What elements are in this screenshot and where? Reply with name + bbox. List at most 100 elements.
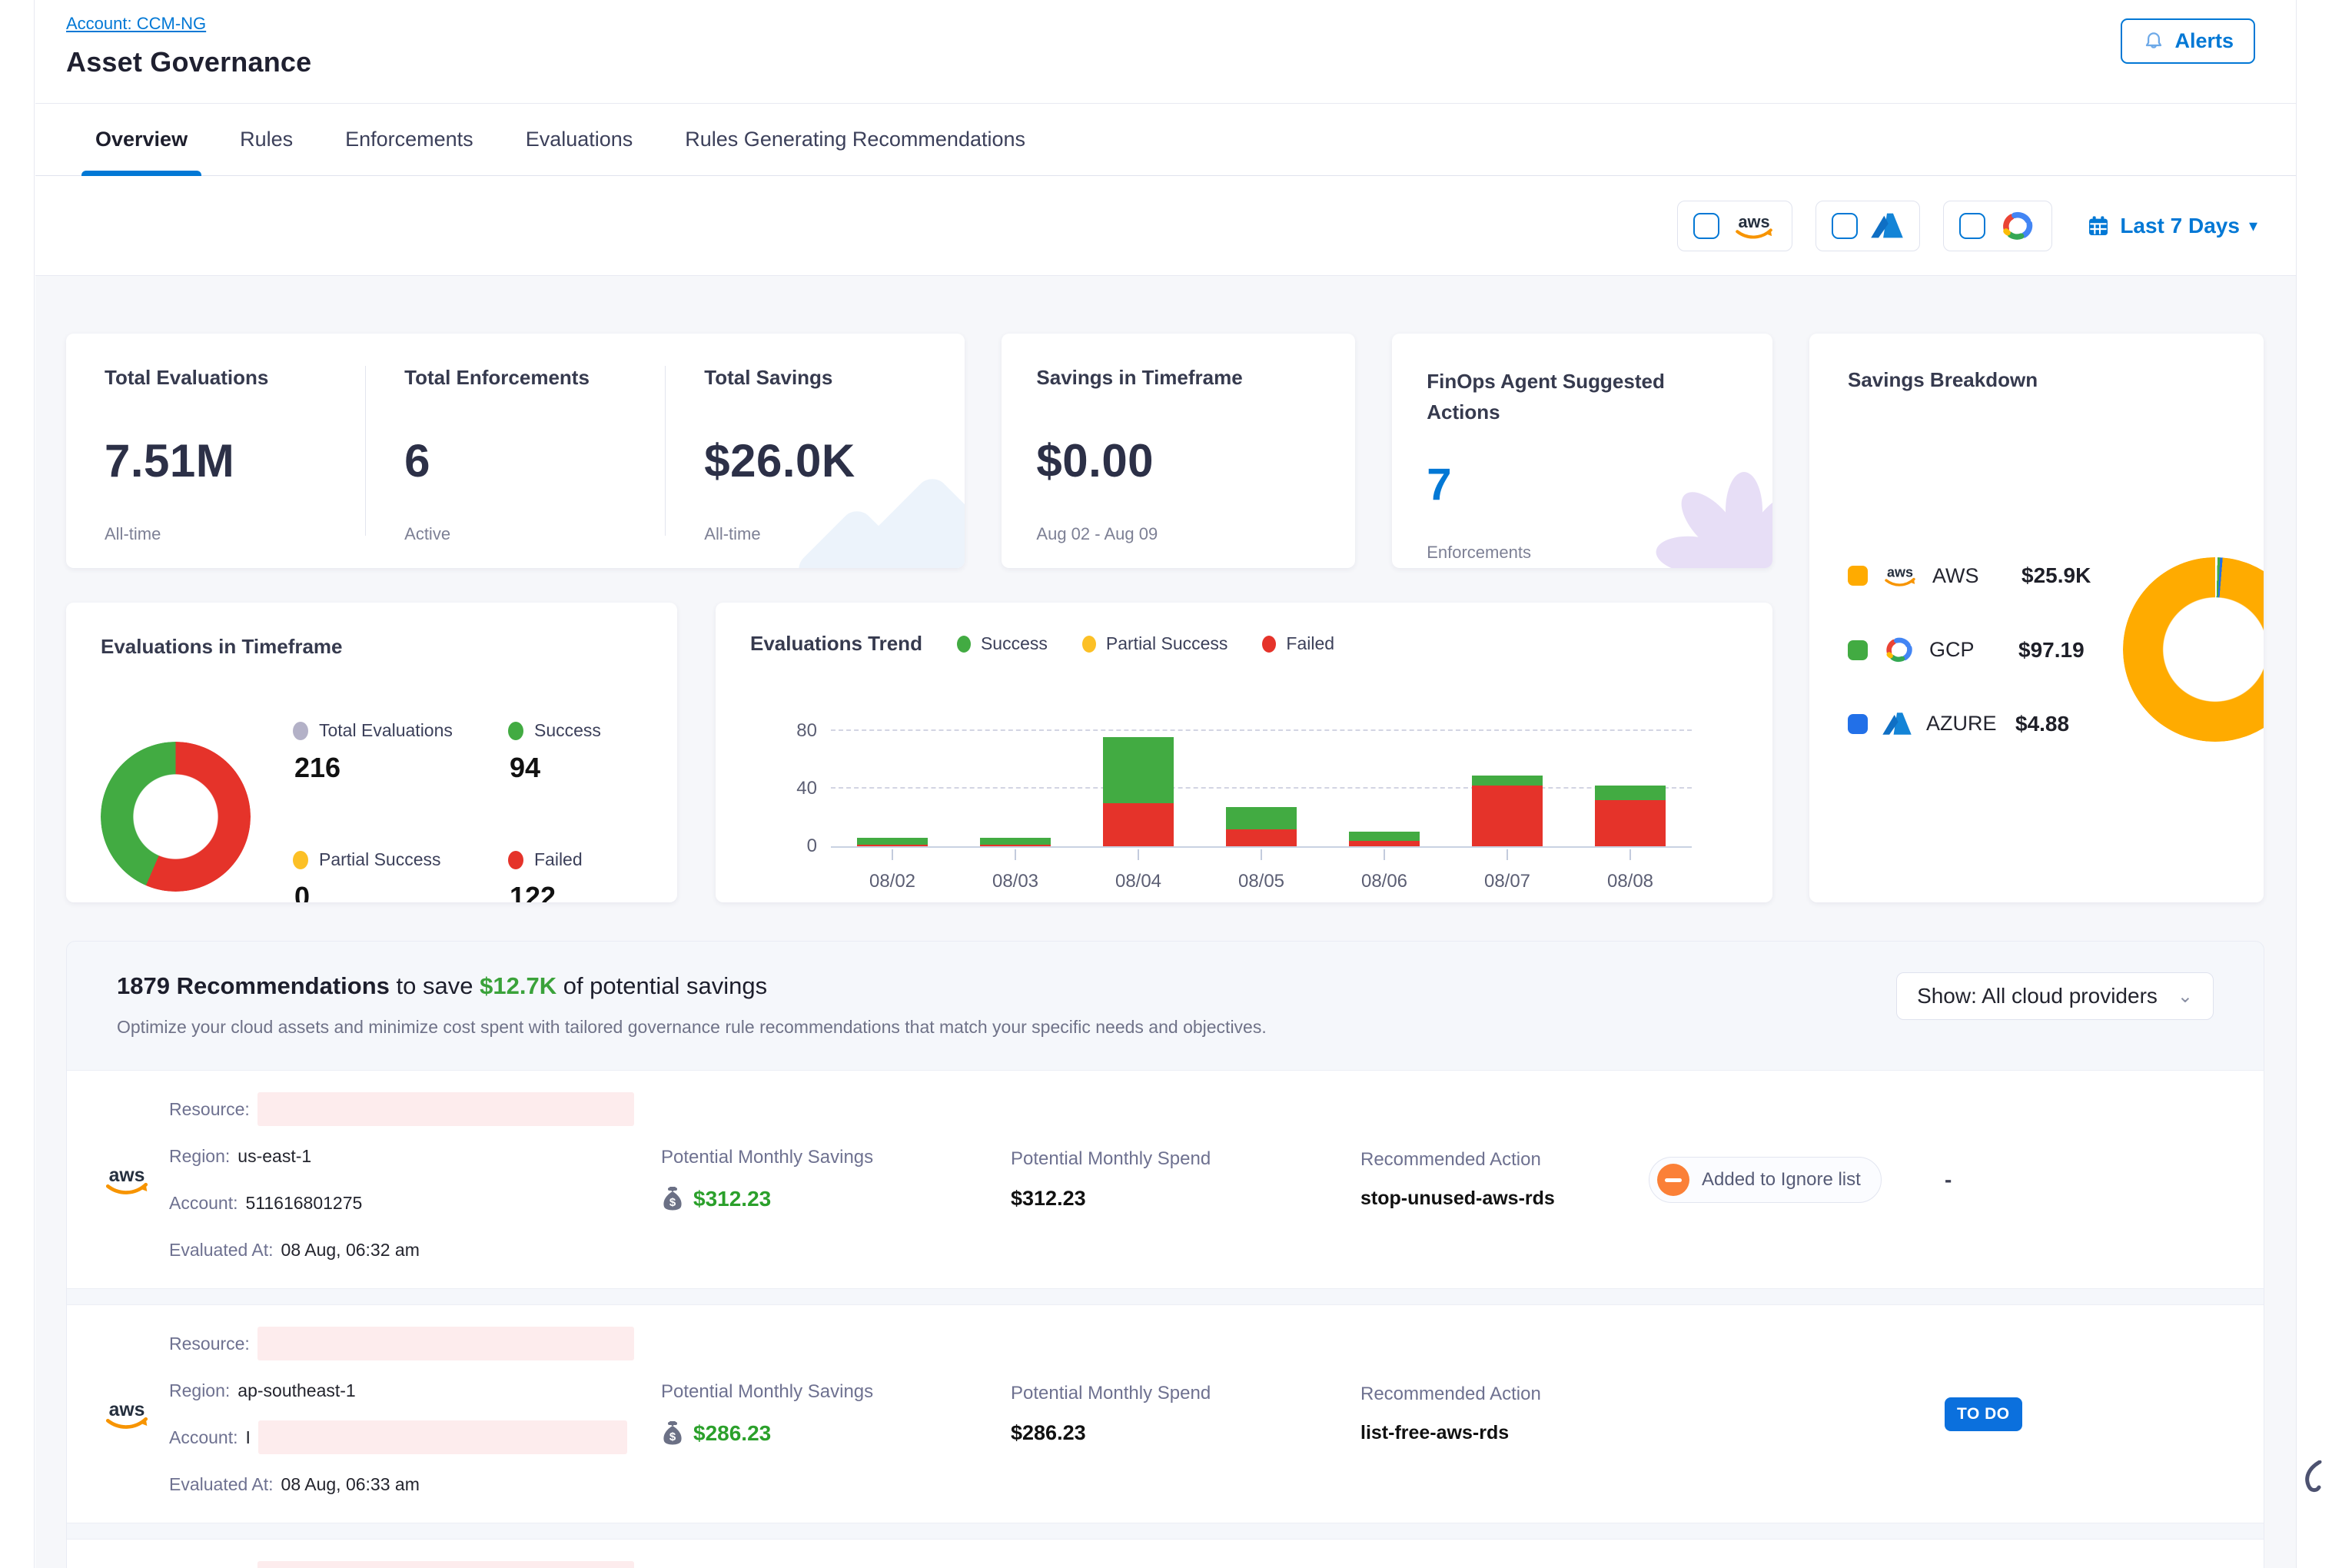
chevron-down-icon: ▾ xyxy=(2249,216,2257,236)
provider-filter-gcp[interactable] xyxy=(1943,201,2052,251)
right-gutter xyxy=(2296,0,2352,1568)
legend-partial-success: Partial Success 0 xyxy=(293,849,485,902)
decorative-petals xyxy=(1617,437,1772,568)
stat-caption: Active xyxy=(404,524,626,544)
potential-monthly-savings: Potential Monthly Savings $286.23 xyxy=(661,1381,1011,1447)
trend-bar-08/08 xyxy=(1595,786,1666,846)
aws-logo-icon xyxy=(101,1397,152,1432)
tab-evaluations[interactable]: Evaluations xyxy=(512,104,647,175)
totals-card: Total Evaluations 7.51M All-time Total E… xyxy=(66,334,965,568)
recommended-action: Recommended Action list-free-aws-rds xyxy=(1360,1384,1649,1444)
azure-logo-icon xyxy=(1870,211,1904,240)
gcp-logo-icon xyxy=(1882,636,1915,663)
tab-enforcements[interactable]: Enforcements xyxy=(331,104,487,175)
potential-monthly-spend: Potential Monthly Spend $286.23 xyxy=(1011,1383,1360,1445)
page-title: Asset Governance xyxy=(66,46,2265,78)
evaluations-trend-card: Evaluations Trend Success Partial Succes… xyxy=(716,603,1772,902)
azure-color-swatch xyxy=(1848,714,1868,734)
trend-chart: 04080 08/0208/0308/0408/0508/0608/0708/0… xyxy=(831,729,1692,902)
recommendations-subtitle: Optimize your cloud assets and minimize … xyxy=(117,1017,1267,1038)
redacted-account xyxy=(258,1420,627,1454)
trend-bar-08/05 xyxy=(1226,807,1297,846)
recommendation-row[interactable]: Resource: Region:ap-southeast-1 Account:… xyxy=(67,1539,2264,1568)
aws-logo-icon xyxy=(1732,211,1776,241)
money-bag-icon xyxy=(661,1420,684,1447)
stat-total-enforcements: Total Enforcements 6 Active xyxy=(366,366,666,536)
stat-value: 6 xyxy=(404,434,626,487)
date-range-label: Last 7 Days xyxy=(2120,214,2240,238)
added-to-ignore-list-badge[interactable]: Added to Ignore list xyxy=(1649,1157,1882,1203)
azure-checkbox[interactable] xyxy=(1832,213,1858,239)
savings-breakdown-card: Savings Breakdown AWS $25.9K xyxy=(1809,334,2264,902)
overview-content: Total Evaluations 7.51M All-time Total E… xyxy=(35,276,2296,1568)
stat-value: $26.0K xyxy=(704,434,926,487)
recommendations-title: 1879 Recommendations to save $12.7K of p… xyxy=(117,972,1267,1000)
date-range-selector[interactable]: Last 7 Days ▾ xyxy=(2086,214,2257,238)
evaluations-legend: Total Evaluations 216 Success 94 Partial… xyxy=(293,720,662,902)
recommended-action: Recommended Action stop-unused-aws-rds xyxy=(1360,1149,1649,1210)
potential-monthly-savings: Potential Monthly Savings $312.23 xyxy=(661,1147,1011,1213)
alerts-button-label: Alerts xyxy=(2174,29,2234,53)
recommendation-row[interactable]: Resource: Region:us-east-1 Account:51161… xyxy=(67,1070,2264,1289)
minus-circle-icon xyxy=(1657,1164,1689,1196)
gcp-logo-icon xyxy=(1998,211,2036,241)
redacted-resource xyxy=(257,1092,634,1126)
bell-icon xyxy=(2142,30,2165,53)
account-breadcrumb-link[interactable]: Account: CCM-NG xyxy=(66,14,206,33)
page-header: Account: CCM-NG Asset Governance Alerts xyxy=(35,0,2296,104)
trend-legend-failed: Failed xyxy=(1262,633,1334,654)
cloud-provider-filter-dropdown[interactable]: Show: All cloud providers ⌄ xyxy=(1896,972,2214,1020)
stat-total-evaluations: Total Evaluations 7.51M All-time xyxy=(66,366,366,536)
redacted-resource xyxy=(257,1327,634,1360)
recommendation-row[interactable]: Resource: Region:ap-southeast-1 Account:… xyxy=(67,1304,2264,1523)
trend-legend-partial: Partial Success xyxy=(1082,633,1228,654)
savings-donut-chart xyxy=(2123,557,2264,742)
legend-success: Success 94 xyxy=(508,720,662,784)
card-title: Savings Breakdown xyxy=(1848,368,2225,392)
evaluations-in-timeframe-card: Evaluations in Timeframe Total Evaluatio… xyxy=(66,603,677,902)
breakdown-azure: AZURE $4.88 xyxy=(1848,711,2091,736)
tab-rules-generating-recommendations[interactable]: Rules Generating Recommendations xyxy=(671,104,1039,175)
evaluations-donut-chart xyxy=(101,742,251,892)
legend-total-evaluations: Total Evaluations 216 xyxy=(293,720,485,784)
card-title: Evaluations Trend xyxy=(750,632,922,656)
breakdown-aws: AWS $25.9K xyxy=(1848,563,2091,589)
stat-title: Total Enforcements xyxy=(404,366,626,390)
stat-title: Total Savings xyxy=(704,366,926,390)
savings-breakdown-legend: AWS $25.9K GCP $97.19 xyxy=(1848,563,2091,736)
trend-bar-08/06 xyxy=(1349,832,1420,846)
gcp-checkbox[interactable] xyxy=(1959,213,1985,239)
savings-in-timeframe-card: Savings in Timeframe $0.00 Aug 02 - Aug … xyxy=(1002,334,1355,568)
aws-checkbox[interactable] xyxy=(1693,213,1719,239)
aws-logo-icon xyxy=(1882,563,1918,589)
aws-logo-icon xyxy=(101,1162,152,1198)
azure-logo-icon xyxy=(1882,711,1912,736)
tab-bar: Overview Rules Enforcements Evaluations … xyxy=(35,104,2296,176)
help-widget-icon[interactable] xyxy=(2303,1460,2323,1497)
stat-title: Total Evaluations xyxy=(105,366,327,390)
trend-bar-08/07 xyxy=(1472,776,1543,846)
money-bag-icon xyxy=(661,1185,684,1213)
tab-rules[interactable]: Rules xyxy=(226,104,307,175)
potential-monthly-spend: Potential Monthly Spend $312.23 xyxy=(1011,1148,1360,1211)
gcp-color-swatch xyxy=(1848,640,1868,660)
savings-timeframe-value: $0.00 xyxy=(1036,434,1321,487)
finops-suggested-actions-card: FinOps Agent Suggested Actions 7 Enforce… xyxy=(1392,334,1772,568)
trend-bar-08/02 xyxy=(857,838,928,846)
savings-timeframe-range: Aug 02 - Aug 09 xyxy=(1036,524,1321,544)
status-dash: - xyxy=(1945,1168,1952,1191)
todo-status-badge[interactable]: TO DO xyxy=(1945,1397,2022,1431)
card-title: Evaluations in Timeframe xyxy=(101,635,643,659)
trend-bar-08/04 xyxy=(1103,737,1174,847)
tab-overview[interactable]: Overview xyxy=(81,104,201,175)
legend-failed: Failed 122 xyxy=(508,849,662,902)
alerts-button[interactable]: Alerts xyxy=(2121,18,2255,64)
card-title: Savings in Timeframe xyxy=(1036,366,1321,390)
breakdown-gcp: GCP $97.19 xyxy=(1848,636,2091,663)
provider-filter-aws[interactable] xyxy=(1677,201,1792,251)
trend-legend-success: Success xyxy=(957,633,1048,654)
dropdown-label: Show: All cloud providers xyxy=(1917,984,2158,1008)
provider-filter-azure[interactable] xyxy=(1815,201,1920,251)
aws-color-swatch xyxy=(1848,566,1868,586)
resource-details: Resource: Region:us-east-1 Account:51161… xyxy=(169,1092,661,1267)
